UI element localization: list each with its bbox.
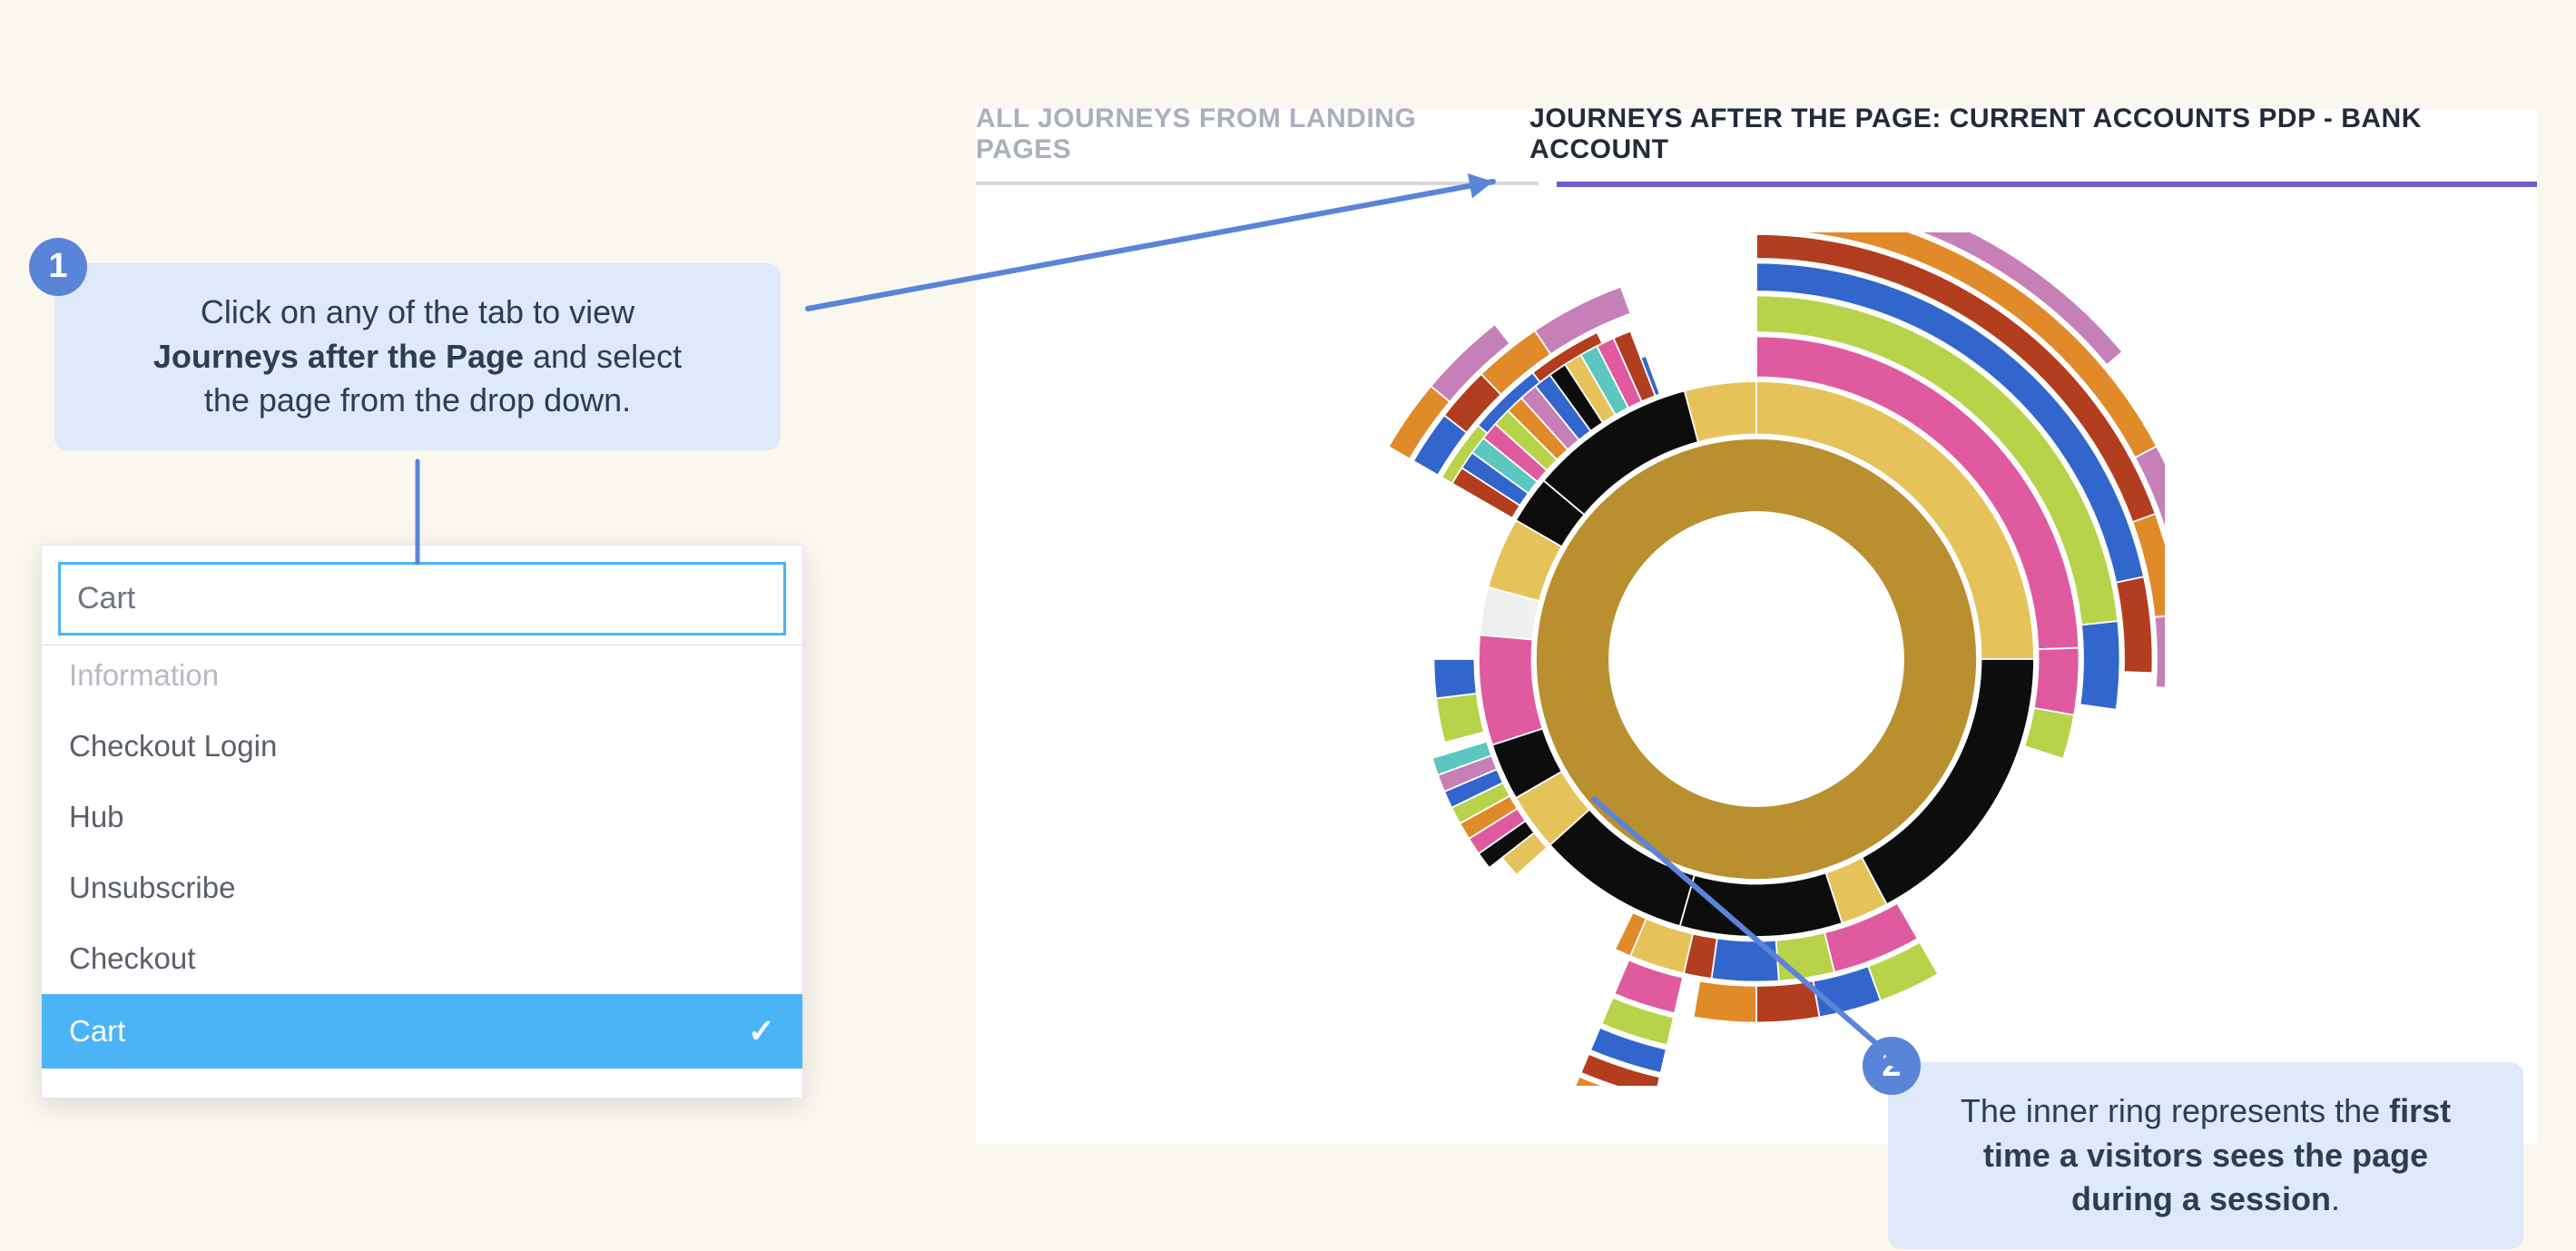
dropdown-item[interactable]: Checkout Login [42, 711, 802, 782]
tab-underline-inactive [976, 182, 1539, 185]
sunburst-segment[interactable] [1680, 872, 1843, 937]
callout-tab-hint: 1 Click on any of the tab to viewJourney… [54, 263, 781, 450]
tab-journeys-after-page[interactable]: JOURNEYS AFTER THE PAGE: CURRENT ACCOUNT… [1529, 103, 2483, 182]
callout-text: The inner ring represents the firsttime … [1933, 1089, 2478, 1222]
tabs-row: ALL JOURNEYS FROM LANDING PAGES JOURNEYS… [976, 109, 2537, 182]
sunburst-segment[interactable] [2024, 708, 2074, 759]
sunburst-segment[interactable] [2116, 576, 2152, 673]
sunburst-segment[interactable] [1536, 438, 1977, 880]
dropdown-item[interactable]: Checkout [42, 923, 802, 994]
callout-inner-ring-hint: 2 The inner ring represents the firsttim… [1888, 1062, 2523, 1249]
dropdown-input-wrap [42, 546, 802, 645]
check-icon: ✓ [748, 1012, 775, 1050]
callout-badge: 1 [29, 238, 87, 296]
sunburst-segment[interactable] [2155, 615, 2165, 689]
callout-badge: 2 [1863, 1037, 1921, 1095]
sunburst-segment[interactable] [1436, 694, 1484, 743]
callout-text: Click on any of the tab to viewJourneys … [100, 291, 735, 423]
sunburst-segment[interactable] [1712, 938, 1779, 981]
page-select-dropdown[interactable]: InformationCheckout LoginHubUnsubscribeC… [41, 545, 803, 1098]
dropdown-item[interactable]: Cart✓ [42, 994, 802, 1069]
dropdown-item[interactable]: Information [42, 651, 802, 711]
dropdown-item[interactable]: Hub [42, 782, 802, 852]
sunburst-segment[interactable] [1685, 381, 1756, 442]
sunburst-svg [1348, 232, 2165, 1086]
sunburst-segment[interactable] [1479, 635, 1543, 744]
sunburst-segment[interactable] [2079, 621, 2119, 710]
sunburst-segment[interactable] [1434, 659, 1477, 698]
sunburst-segment[interactable] [1693, 981, 1756, 1023]
sunburst-segment[interactable] [1756, 981, 1820, 1023]
dropdown-item[interactable]: Unsubscribe [42, 852, 802, 923]
dropdown-search-input[interactable] [58, 562, 786, 635]
dropdown-list: InformationCheckout LoginHubUnsubscribeC… [42, 645, 802, 1094]
sunburst-segment[interactable] [1776, 932, 1834, 980]
journeys-panel: ALL JOURNEYS FROM LANDING PAGES JOURNEYS… [976, 109, 2537, 1144]
sunburst-segment[interactable] [2034, 648, 2079, 715]
tab-all-journeys[interactable]: ALL JOURNEYS FROM LANDING PAGES [976, 103, 1475, 182]
sunburst-chart [976, 187, 2537, 1131]
